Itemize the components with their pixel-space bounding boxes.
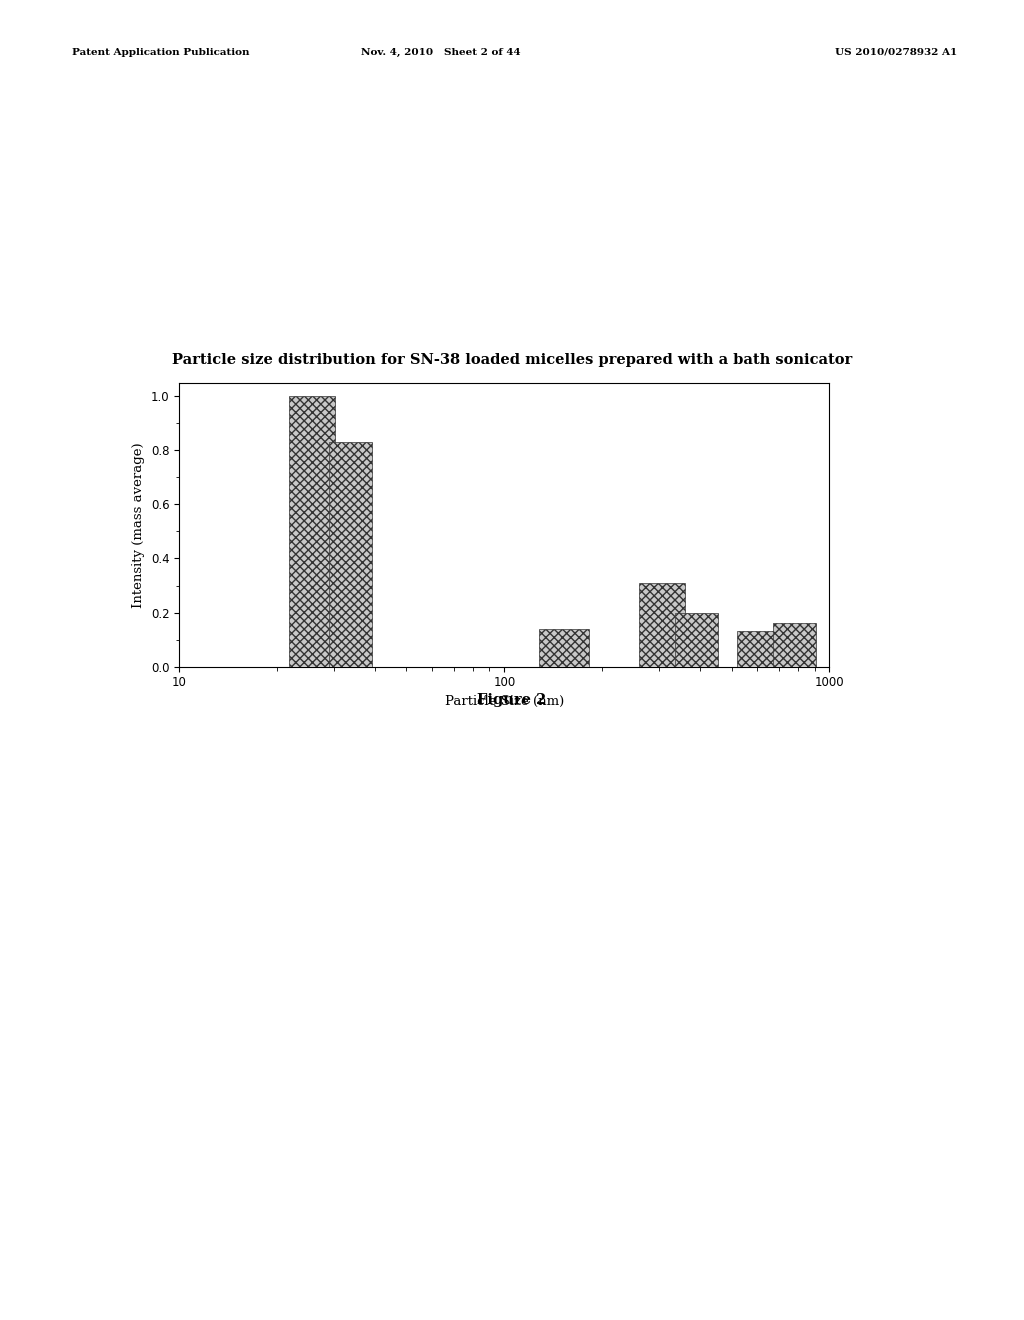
Text: Particle size distribution for SN-38 loaded micelles prepared with a bath sonica: Particle size distribution for SN-38 loa…	[172, 352, 852, 367]
Bar	[540, 628, 589, 667]
Bar	[773, 623, 816, 667]
Bar	[639, 583, 685, 667]
Text: Figure 2: Figure 2	[477, 693, 547, 708]
Y-axis label: Intensity (mass average): Intensity (mass average)	[132, 442, 145, 607]
X-axis label: Particle Size (nm): Particle Size (nm)	[444, 694, 564, 708]
Text: US 2010/0278932 A1: US 2010/0278932 A1	[836, 48, 957, 57]
Text: Patent Application Publication: Patent Application Publication	[72, 48, 249, 57]
Bar	[289, 396, 335, 667]
Bar	[675, 612, 718, 667]
Bar	[737, 631, 783, 667]
Text: Nov. 4, 2010   Sheet 2 of 44: Nov. 4, 2010 Sheet 2 of 44	[360, 48, 520, 57]
Bar	[329, 442, 372, 667]
